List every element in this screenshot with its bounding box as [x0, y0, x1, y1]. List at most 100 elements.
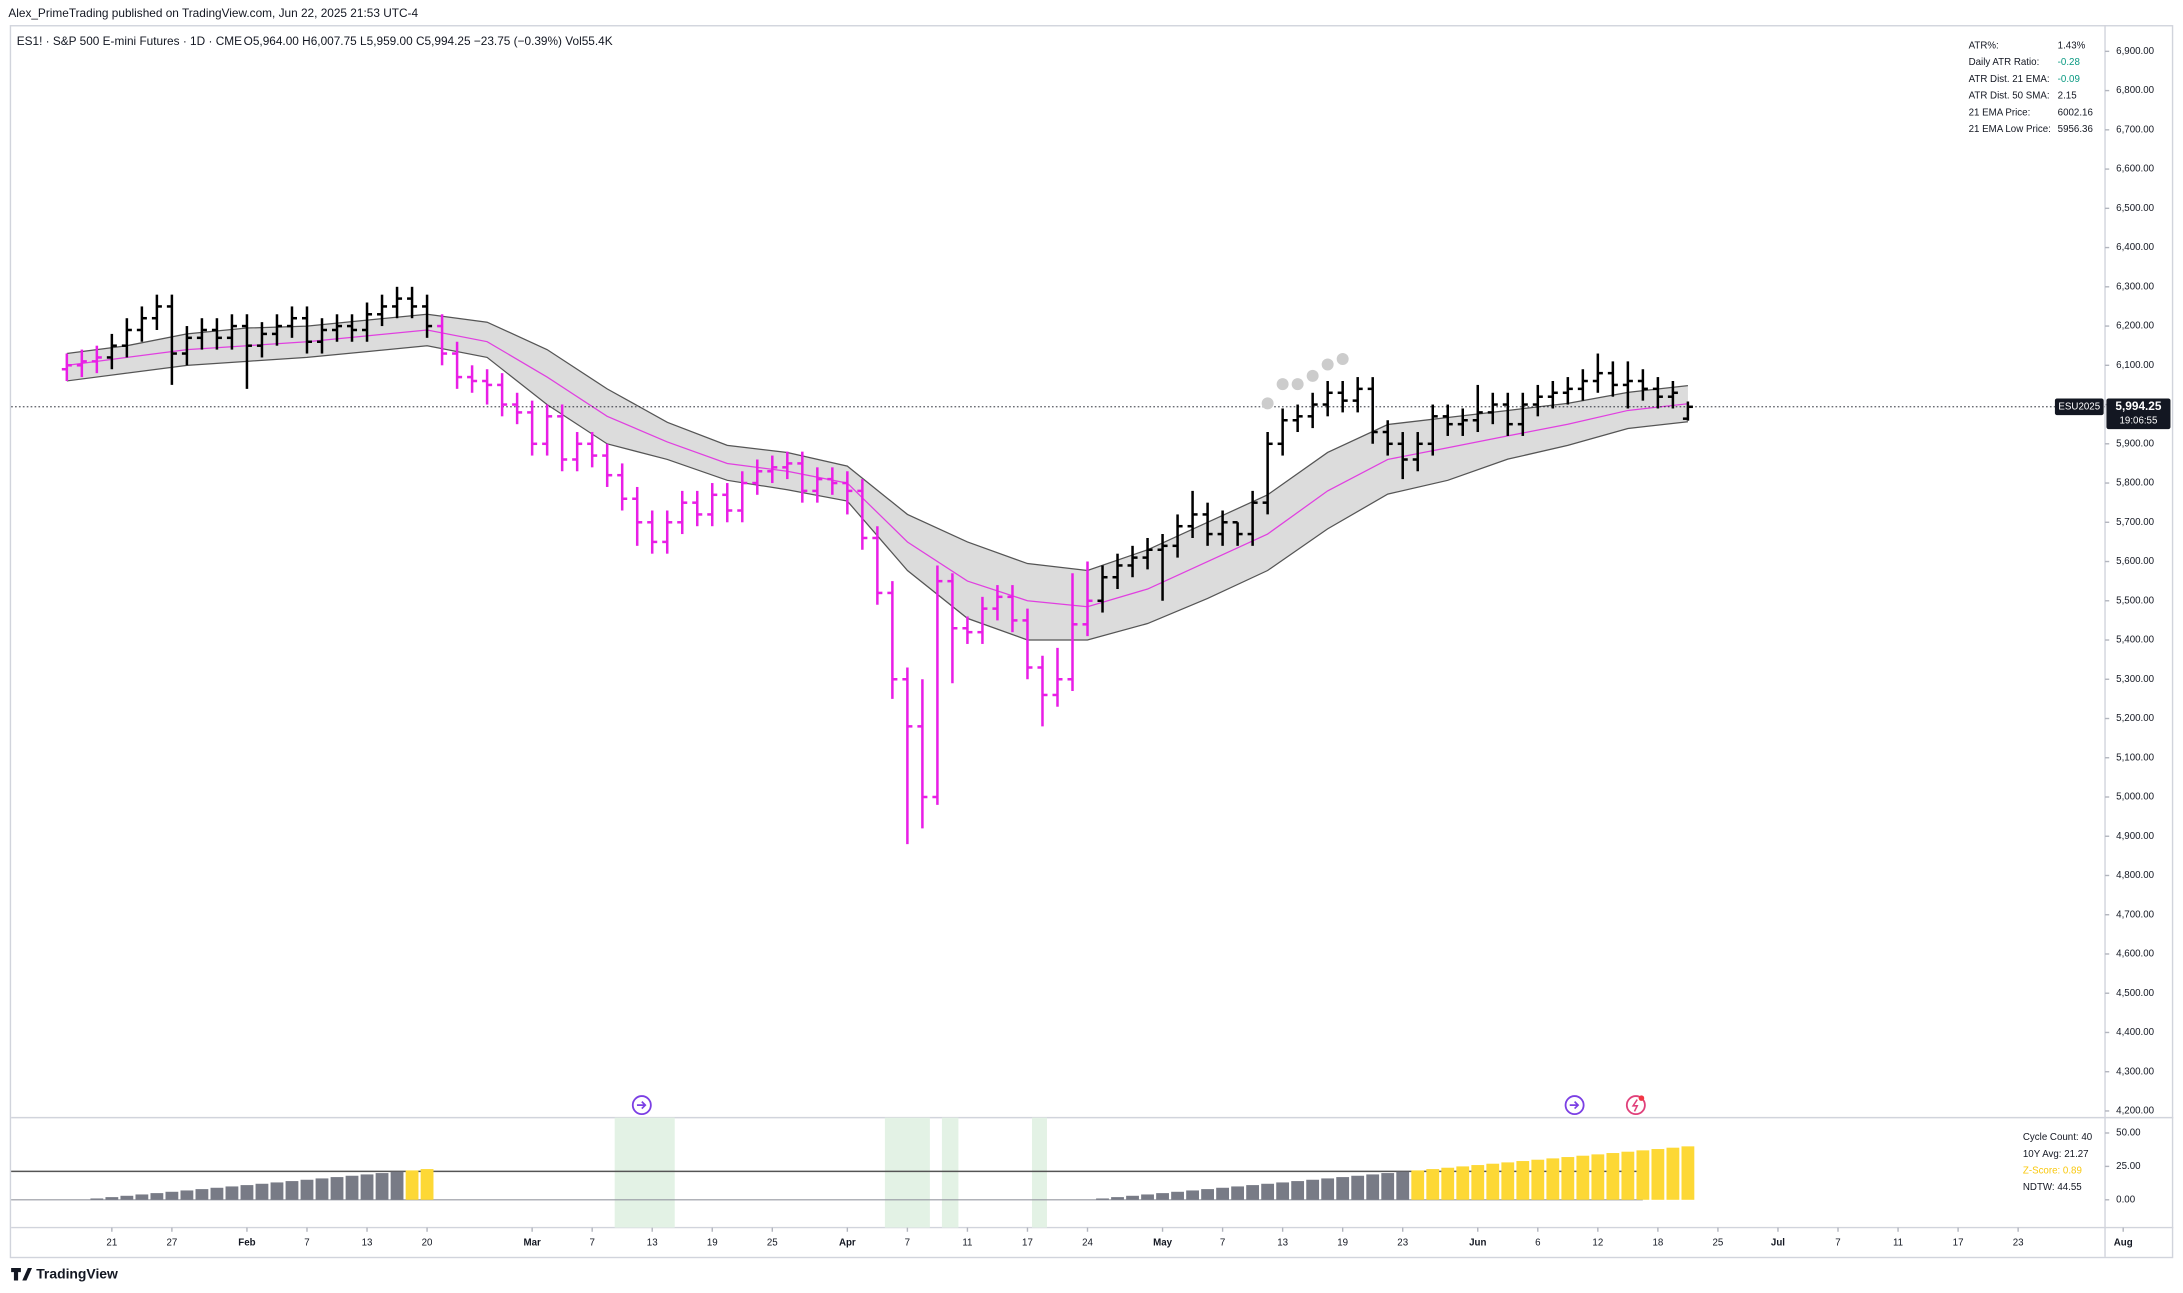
lower-y-tick-label: 0.00	[2116, 1194, 2136, 1205]
cycle-bar	[420, 1169, 434, 1200]
cycle-bar	[1276, 1182, 1290, 1200]
x-tick-label: 25	[1713, 1237, 1724, 1248]
info-label: 21 EMA Price:	[1969, 107, 2031, 118]
cycle-bar	[180, 1190, 194, 1200]
info-label: Daily ATR Ratio:	[1969, 57, 2040, 68]
y-tick-label: 4,300.00	[2116, 1066, 2154, 1077]
y-tick-label: 6,600.00	[2116, 164, 2154, 175]
y-tick-label: 5,600.00	[2116, 556, 2154, 567]
highlight	[941, 1117, 959, 1228]
x-tick-label: Jun	[1469, 1237, 1486, 1248]
highlight	[614, 1117, 675, 1228]
x-tick-label: 11	[1893, 1237, 1903, 1248]
cycle-bar	[1111, 1197, 1124, 1200]
stat-value: 44.55	[2057, 1182, 2081, 1193]
stat-value: 0.89	[2063, 1165, 2082, 1176]
cycle-bar	[1291, 1181, 1305, 1200]
cycle-bar	[1606, 1153, 1620, 1200]
y-tick-label: 5,100.00	[2116, 752, 2154, 763]
cycle-bar	[375, 1173, 389, 1200]
cycle-bar	[345, 1175, 359, 1200]
lower-panel: 50.00 25.00 0.00 Cycle Count: 40 10Y Avg: 21…	[11, 1117, 2141, 1228]
cycle-bar	[1456, 1166, 1470, 1200]
cycle-bar	[270, 1182, 284, 1200]
footer	[0, 1259, 2183, 1293]
stat-label: Z-Score:	[2023, 1165, 2060, 1176]
y-tick-label: 6,100.00	[2116, 360, 2154, 371]
y-tick-label: 4,800.00	[2116, 870, 2154, 881]
x-tick-label: 25	[767, 1237, 778, 1248]
cycle-bar	[165, 1191, 179, 1200]
y-tick-label: 6,900.00	[2116, 46, 2154, 57]
cycle-bar	[1381, 1173, 1395, 1200]
cycle-bar	[90, 1198, 104, 1200]
cycle-bar	[1441, 1167, 1455, 1200]
cycle-bar	[1621, 1151, 1635, 1200]
ohlc-legend: O5,964.00 H6,007.75 L5,959.00 C5,994.25 …	[244, 34, 613, 48]
stat: Z-Score: 0.89	[2023, 1165, 2082, 1176]
y-tick-label: 4,400.00	[2116, 1027, 2154, 1038]
cycle-bar	[1501, 1162, 1515, 1200]
y-tick-label: 6,200.00	[2116, 321, 2154, 332]
stat-label: 10Y Avg:	[2023, 1148, 2062, 1159]
cycle-bar	[240, 1185, 254, 1200]
y-tick-label: 4,900.00	[2116, 831, 2154, 842]
x-tick-label: 20	[422, 1237, 433, 1248]
y-tick-label: 6,500.00	[2116, 203, 2154, 214]
x-tick-label: 18	[1652, 1237, 1663, 1248]
y-tick-label: 5,500.00	[2116, 595, 2154, 606]
stat: Cycle Count: 40	[2023, 1132, 2093, 1143]
x-tick-label: 13	[647, 1237, 658, 1248]
x-tick-label: Feb	[238, 1237, 255, 1248]
y-tick-label: 5,200.00	[2116, 713, 2154, 724]
cycle-bar	[1486, 1163, 1500, 1200]
cycle-bar	[1576, 1155, 1590, 1200]
cycle-bar	[1261, 1183, 1275, 1200]
y-tick-label: 4,200.00	[2116, 1106, 2154, 1117]
info-value: 6002.16	[2058, 107, 2093, 118]
x-tick-label: 23	[2013, 1237, 2024, 1248]
cycle-bar	[1201, 1189, 1214, 1200]
lower-y-tick-label: 25.00	[2116, 1161, 2141, 1172]
cycle-bar	[1231, 1186, 1245, 1200]
x-tick-label: Apr	[839, 1237, 856, 1248]
signal-dot	[1306, 369, 1319, 382]
info-label: ATR Dist. 21 EMA:	[1969, 74, 2050, 85]
frame	[9, 25, 2174, 1259]
x-tick-label: 7	[905, 1237, 910, 1248]
info-value: 5956.36	[2058, 124, 2093, 135]
cycle-bar	[150, 1193, 164, 1200]
cycle-bar	[105, 1197, 119, 1200]
stat-value: 40	[2081, 1132, 2092, 1143]
cycle-bar	[1321, 1178, 1335, 1200]
signal-dot	[1336, 353, 1349, 366]
symbol-tag	[2054, 398, 2104, 416]
x-tick-label: 7	[304, 1237, 309, 1248]
price-countdown: 19:06:55	[2119, 415, 2157, 426]
y-tick-label: 4,600.00	[2116, 949, 2154, 960]
y-tick-label: 4,700.00	[2116, 909, 2154, 920]
cycle-bar	[285, 1181, 299, 1200]
info-label: ATR%:	[1969, 41, 1999, 52]
cycle-bar	[255, 1183, 269, 1200]
x-tick-label: Mar	[523, 1237, 541, 1248]
stat: NDTW: 44.55	[2023, 1182, 2082, 1193]
cycle-bar	[1246, 1185, 1260, 1200]
cycle-bar	[1126, 1195, 1139, 1200]
x-tick-label: 24	[1082, 1237, 1093, 1248]
x-tick-label: 7	[589, 1237, 594, 1248]
x-tick-label: 21	[106, 1237, 117, 1248]
cycle-bar	[1681, 1146, 1695, 1200]
x-tick-label: 23	[1397, 1237, 1408, 1248]
x-tick-label: Aug	[2114, 1237, 2133, 1248]
cycle-bar	[1096, 1198, 1109, 1200]
y-tick-label: 5,300.00	[2116, 674, 2154, 685]
x-tick-label: 27	[166, 1237, 177, 1248]
info-value: -0.09	[2058, 74, 2080, 85]
price-tag-label: 5,994.25	[2115, 399, 2161, 413]
cycle-bar	[1171, 1191, 1184, 1200]
cycle-bar	[390, 1171, 404, 1200]
info-value: 2.15	[2058, 91, 2077, 102]
